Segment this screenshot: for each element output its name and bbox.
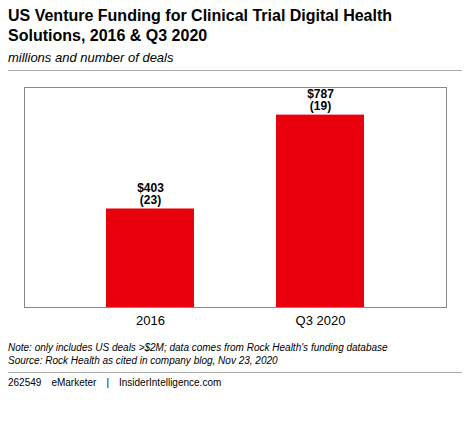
svg-text:$403(23): $403(23) [137, 181, 164, 207]
html-text:US Venture Funding for Clinica: US Venture Funding for Clinical Trial Di… [8, 7, 392, 44]
html-text:eMarketer: eMarketer [51, 377, 97, 388]
html-text:InsiderIntelligence.com: InsiderIntelligence.com [119, 377, 222, 388]
html-text:millions and number of deals: millions and number of deals [8, 50, 174, 65]
html-text:262549: 262549 [8, 377, 42, 388]
svg-text:2016: 2016 [136, 313, 165, 328]
html-text:Note: only includes US deals >: Note: only includes US deals >$2M; data … [8, 342, 388, 366]
svg-text:$787(19): $787(19) [307, 87, 334, 113]
svg-text:Q3 2020: Q3 2020 [296, 313, 346, 328]
